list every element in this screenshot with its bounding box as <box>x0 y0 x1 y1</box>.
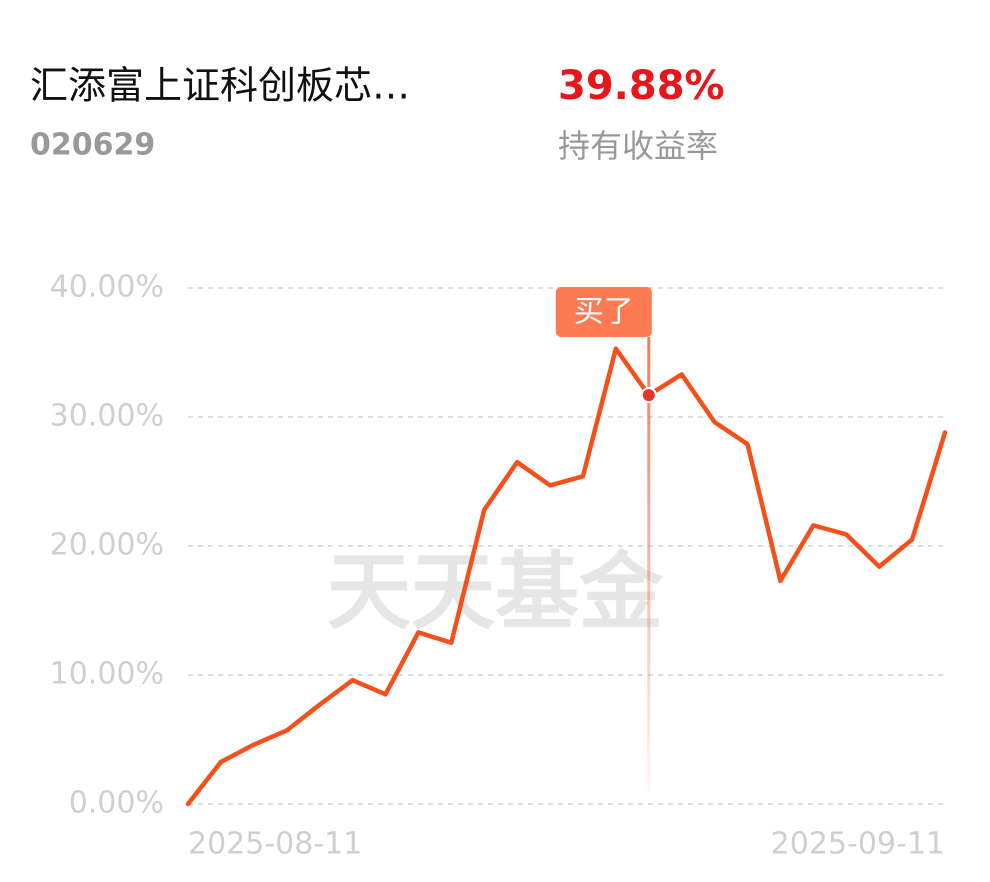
y-tick-label: 30.00% <box>50 399 164 434</box>
y-tick-label: 10.00% <box>50 657 164 692</box>
watermark: 天天基金 <box>327 543 664 641</box>
y-tick-label: 40.00% <box>50 270 164 305</box>
x-tick-label: 2025-09-11 <box>771 827 945 862</box>
return-value: 39.88% <box>558 63 725 109</box>
y-tick-label: 0.00% <box>69 786 164 821</box>
marker-badge <box>555 287 652 337</box>
marker-line <box>647 337 651 794</box>
fund-name: 汇添富上证科创板芯… <box>30 64 410 108</box>
return-label: 持有收益率 <box>558 127 718 165</box>
line <box>185 346 948 807</box>
y-tick-label: 20.00% <box>50 528 164 563</box>
x-tick-label: 2025-08-11 <box>188 827 362 862</box>
fund-code: 020629 <box>30 128 155 163</box>
buy-point <box>640 387 657 404</box>
marker-label: 买了 <box>574 295 634 330</box>
